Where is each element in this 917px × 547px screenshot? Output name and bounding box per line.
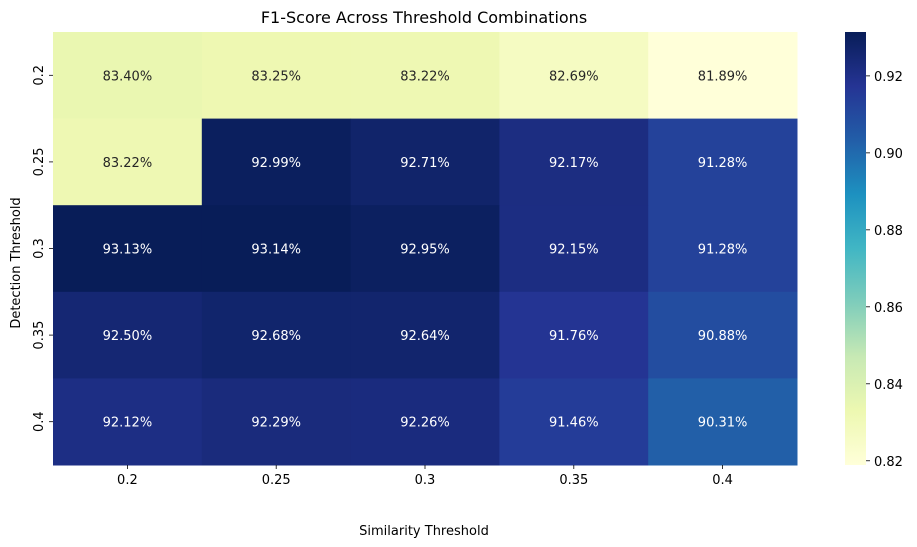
heatmap-cell <box>648 378 798 466</box>
cell-value-label: 92.17% <box>549 156 599 171</box>
cell-value-label: 92.26% <box>400 416 450 431</box>
heatmap-cells: 83.40% 83.25% 83.22% 82.69% 81.89% 83.22% 92.9… <box>53 32 798 466</box>
heatmap-cell <box>350 205 500 293</box>
cell-value-label: 83.40% <box>103 69 153 84</box>
heatmap-cell <box>648 32 798 120</box>
cell-value-label: 91.28% <box>698 156 748 171</box>
chart-title: F1-Score Across Threshold Combinations <box>261 8 587 27</box>
y-tick-label: 0.25 <box>32 147 47 176</box>
cell-value-label: 83.25% <box>251 69 301 84</box>
cell-value-label: 92.12% <box>103 416 153 431</box>
colorbar-tick-label: 0.86 <box>874 301 903 316</box>
cell-value-label: 91.76% <box>549 329 599 344</box>
cell-value-label: 90.31% <box>698 416 748 431</box>
cell-value-label: 91.46% <box>549 416 599 431</box>
y-tick-label: 0.2 <box>32 65 47 86</box>
cell-value-label: 92.71% <box>400 156 450 171</box>
cell-value-label: 92.29% <box>251 416 301 431</box>
cell-value-label: 83.22% <box>400 69 450 84</box>
heatmap-cell <box>201 32 352 120</box>
heatmap-cell <box>648 118 798 206</box>
x-tick-label: 0.2 <box>117 473 138 488</box>
x-tick-label: 0.3 <box>415 473 436 488</box>
cell-value-label: 82.69% <box>549 69 599 84</box>
cell-value-label: 90.88% <box>698 329 748 344</box>
heatmap-cell <box>53 205 203 293</box>
cell-value-label: 91.28% <box>698 243 748 258</box>
heatmap-cell <box>499 291 649 379</box>
y-tick-label: 0.35 <box>32 321 47 350</box>
x-tick-label: 0.25 <box>262 473 291 488</box>
heatmap-cell <box>201 291 352 379</box>
cell-value-label: 83.22% <box>103 156 153 171</box>
heatmap-cell <box>53 118 203 206</box>
heatmap-cell <box>201 378 352 466</box>
heatmap-cell <box>499 118 649 206</box>
y-tick-label: 0.3 <box>32 238 47 259</box>
cell-value-label: 93.13% <box>103 243 153 258</box>
colorbar-tick-label: 0.92 <box>874 70 903 85</box>
heatmap-cell <box>201 205 352 293</box>
heatmap-cell <box>499 378 649 466</box>
heatmap-cell <box>350 32 500 120</box>
cell-value-label: 93.14% <box>251 243 301 258</box>
colorbar-tick-label: 0.84 <box>874 378 903 393</box>
colorbar-tick-label: 0.88 <box>874 224 903 239</box>
colorbar-tick-label: 0.82 <box>874 455 903 470</box>
heatmap-cell <box>53 291 203 379</box>
y-axis-ticks: 0.2 0.25 0.3 0.35 0.4 <box>32 65 53 432</box>
colorbar-tick-label: 0.90 <box>874 147 903 162</box>
heatmap-cell <box>499 32 649 120</box>
x-axis-ticks: 0.2 0.25 0.3 0.35 0.4 <box>117 465 733 488</box>
heatmap-cell <box>53 32 203 120</box>
heatmap-cell <box>648 205 798 293</box>
heatmap-cell <box>53 378 203 466</box>
heatmap-cell <box>350 118 500 206</box>
cell-value-label: 92.50% <box>103 329 153 344</box>
cell-value-label: 81.89% <box>698 69 748 84</box>
x-tick-label: 0.35 <box>559 473 588 488</box>
cell-value-label: 92.99% <box>251 156 301 171</box>
y-tick-label: 0.4 <box>32 411 47 432</box>
x-axis-label: Similarity Threshold <box>359 524 489 539</box>
colorbar-ticks: 0.82 0.84 0.86 0.88 0.90 0.92 <box>866 70 903 470</box>
heatmap-cell <box>201 118 352 206</box>
x-tick-label: 0.4 <box>712 473 733 488</box>
heatmap-cell <box>350 378 500 466</box>
cell-value-label: 92.64% <box>400 329 450 344</box>
y-axis-label: Detection Threshold <box>9 197 24 328</box>
heatmap-cell <box>350 291 500 379</box>
cell-value-label: 92.68% <box>251 329 301 344</box>
heatmap-cell <box>499 205 649 293</box>
cell-value-label: 92.15% <box>549 243 599 258</box>
cell-value-label: 92.95% <box>400 243 450 258</box>
heatmap-cell <box>648 291 798 379</box>
colorbar <box>845 32 866 465</box>
